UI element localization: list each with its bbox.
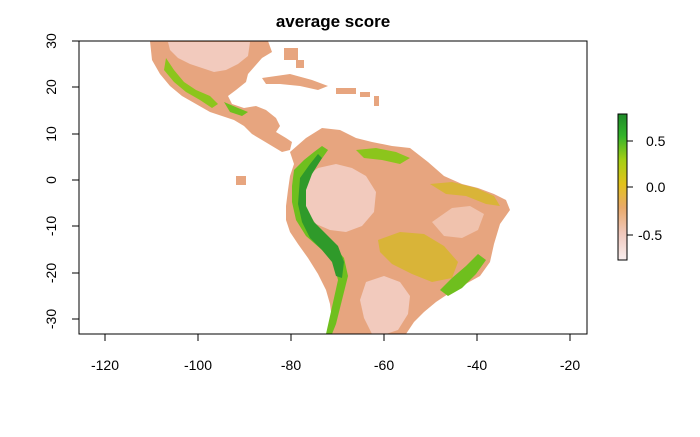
x-tick-label: -100	[184, 357, 212, 373]
andes-dark-green	[298, 154, 344, 278]
mexico-pale-north	[168, 42, 250, 72]
x-tick-label: -60	[374, 357, 394, 373]
y-tick-label: 30	[43, 33, 59, 49]
y-tick-label: -30	[43, 309, 59, 329]
y-tick-label: -20	[43, 263, 59, 283]
island-2	[360, 92, 370, 97]
central-america-green	[224, 102, 248, 116]
galapagos	[236, 176, 246, 185]
map-raster	[150, 41, 510, 334]
x-tick-label: -120	[91, 357, 119, 373]
coastal-yellow	[430, 182, 500, 206]
color-legend: 0.5 0.0 -0.5	[617, 113, 666, 261]
x-tick-label: -80	[281, 357, 301, 373]
x-axis: -120 -100 -80 -60 -40 -20	[91, 333, 580, 373]
southern-pale	[360, 276, 410, 334]
atlantic-forest-green	[440, 254, 486, 296]
x-tick-label: -40	[467, 357, 487, 373]
island-4	[296, 60, 304, 68]
cuba	[262, 74, 328, 90]
x-tick-label: -20	[560, 357, 580, 373]
y-tick-label: 10	[43, 126, 59, 142]
y-axis: 30 20 10 0 -10 -20 -30	[43, 33, 80, 329]
y-tick-label: 20	[43, 79, 59, 95]
y-tick-label: 0	[43, 176, 59, 184]
legend-tick-label: 0.5	[646, 133, 666, 149]
island-1	[336, 88, 356, 94]
highland-yellow	[378, 232, 458, 282]
northeast-pale	[432, 206, 484, 238]
legend-colorbar	[617, 113, 628, 261]
island-5	[374, 96, 379, 106]
chart-title: average score	[276, 12, 390, 31]
legend-tick-label: 0.0	[646, 179, 666, 195]
legend-tick-label: -0.5	[638, 227, 662, 243]
mexico-green-west	[164, 58, 218, 108]
amazon-pale	[300, 164, 376, 232]
guiana-green	[356, 148, 410, 164]
island-3	[284, 48, 298, 60]
mexico-landmass	[150, 41, 292, 152]
y-tick-label: -10	[43, 216, 59, 236]
